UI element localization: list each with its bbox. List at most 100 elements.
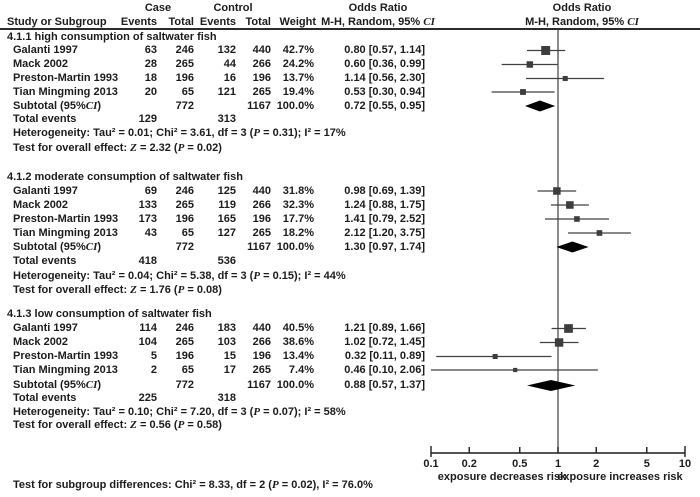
or-point-square bbox=[541, 46, 551, 55]
weight-value: 42.7% bbox=[282, 44, 314, 56]
control-total-column-header: Total bbox=[245, 16, 271, 28]
or-ci-text: 1.14 [0.56, 2.30] bbox=[344, 72, 425, 84]
control-total-value: 265 bbox=[252, 85, 271, 98]
control-total-value: 266 bbox=[252, 336, 271, 348]
or-ci-text: 0.98 [0.69, 1.39] bbox=[344, 184, 425, 197]
x-axis-tick-label: 5 bbox=[644, 458, 650, 470]
weight-value: 18.2% bbox=[282, 226, 314, 239]
overall-effect-text: Test for overall effect: Z = 0.56 (P = 0… bbox=[13, 419, 222, 431]
case-total-value: 246 bbox=[175, 44, 194, 56]
weight-value: 13.4% bbox=[282, 350, 314, 362]
case-events-value: 114 bbox=[139, 322, 157, 334]
total-events-control: 313 bbox=[217, 112, 236, 125]
control-events-value: 121 bbox=[217, 85, 236, 98]
case-total-value: 265 bbox=[175, 336, 194, 348]
subtotal-weight: 100.0% bbox=[276, 99, 314, 112]
case-total-column-header: Total bbox=[168, 16, 194, 28]
control-group-header: Control bbox=[213, 2, 253, 14]
weight-value: 32.3% bbox=[282, 198, 314, 211]
subtotal-weight: 100.0% bbox=[276, 240, 314, 253]
or-point-square bbox=[554, 338, 564, 347]
total-events-case: 129 bbox=[138, 112, 157, 125]
axis-right-direction-label: exposure increases risk bbox=[557, 471, 683, 483]
weight-value: 13.7% bbox=[282, 72, 314, 84]
x-axis-tick-label: 1 bbox=[555, 458, 561, 470]
weight-value: 17.7% bbox=[282, 212, 314, 225]
subgroup-differences-text: Test for subgroup differences: Chi² = 8.… bbox=[13, 478, 373, 491]
control-total-value: 440 bbox=[252, 322, 271, 334]
forest-plot-canvas: 0.1 0.2 0.5 1 2 5 10 exposure decreases riskexp… bbox=[423, 30, 691, 483]
control-events-value: 127 bbox=[217, 226, 236, 239]
weight-value: 24.2% bbox=[282, 58, 314, 70]
control-events-value: 125 bbox=[217, 184, 236, 197]
case-total-value: 196 bbox=[175, 350, 194, 362]
study-name: Mack 2002 bbox=[13, 58, 69, 70]
weight-value: 31.8% bbox=[282, 184, 314, 197]
control-events-value: 15 bbox=[223, 350, 236, 362]
subtotal-diamond bbox=[525, 100, 556, 112]
x-axis-tick-label: 0.1 bbox=[423, 458, 438, 470]
study-name: Preston-Martin 1993 bbox=[13, 72, 119, 84]
weight-value: 38.6% bbox=[282, 336, 314, 348]
or-point-square bbox=[553, 187, 561, 195]
or-point-square bbox=[526, 61, 534, 68]
case-group-header: Case bbox=[144, 2, 172, 14]
control-total-value: 265 bbox=[252, 226, 271, 239]
control-events-column-header: Events bbox=[199, 16, 236, 28]
case-events-column-header: Events bbox=[120, 16, 157, 28]
control-total-value: 266 bbox=[252, 198, 271, 211]
total-events-label: Total events bbox=[13, 255, 77, 267]
study-name: Galanti 1997 bbox=[13, 44, 78, 56]
total-events-label: Total events bbox=[13, 112, 77, 125]
control-total-value: 196 bbox=[252, 212, 271, 225]
control-total-value: 265 bbox=[252, 363, 271, 376]
or-point-square bbox=[564, 324, 573, 333]
odds-ratio-header-right: Odds Ratio bbox=[552, 2, 612, 14]
or-ci-text: 0.53 [0.30, 0.94] bbox=[344, 85, 425, 98]
case-total-value: 196 bbox=[175, 72, 194, 84]
case-events-value: 133 bbox=[138, 198, 157, 211]
or-point-square bbox=[562, 75, 568, 82]
weight-column-header: Weight bbox=[279, 16, 316, 28]
control-events-value: 103 bbox=[217, 336, 236, 348]
case-events-value: 43 bbox=[144, 226, 157, 239]
axis-left-direction-label: exposure decreases risk bbox=[438, 471, 567, 483]
or-ci-text: 0.60 [0.36, 0.99] bbox=[344, 58, 425, 70]
x-axis-tick-label: 0.2 bbox=[462, 458, 477, 470]
or-point-square bbox=[520, 89, 526, 95]
subgroup-title: 4.1.1 high consumption of saltwater fish bbox=[7, 30, 217, 43]
or-point-square bbox=[566, 201, 574, 209]
case-total-value: 65 bbox=[181, 226, 194, 239]
control-total-value: 196 bbox=[252, 350, 271, 362]
case-events-value: 69 bbox=[144, 184, 157, 197]
case-events-value: 104 bbox=[138, 336, 157, 348]
subtotal-control-total: 1167 bbox=[247, 379, 271, 391]
control-total-value: 196 bbox=[252, 72, 271, 84]
case-total-value: 246 bbox=[175, 184, 194, 197]
case-total-value: 65 bbox=[181, 85, 194, 98]
or-ci-text: 1.02 [0.72, 1.45] bbox=[344, 336, 425, 348]
subtotal-label: Subtotal (95%CI) bbox=[13, 379, 102, 391]
case-total-value: 196 bbox=[175, 212, 194, 225]
total-events-case: 225 bbox=[138, 392, 157, 404]
subtotal-diamond bbox=[556, 241, 589, 253]
subtotal-case-total: 772 bbox=[175, 99, 194, 112]
total-events-label: Total events bbox=[13, 392, 77, 404]
control-total-value: 440 bbox=[252, 184, 271, 197]
weight-value: 40.5% bbox=[282, 322, 314, 334]
or-ci-text: 1.21 [0.89, 1.66] bbox=[344, 322, 425, 334]
case-events-value: 5 bbox=[150, 350, 157, 362]
study-name: Tian Mingming 2013 bbox=[13, 226, 118, 239]
control-events-value: 132 bbox=[217, 44, 236, 56]
subgroup-title: 4.1.2 moderate consumption of saltwater … bbox=[7, 170, 243, 183]
or-point-square bbox=[492, 353, 498, 360]
weight-value: 7.4% bbox=[288, 363, 314, 376]
or-ci-text: 0.32 [0.11, 0.89] bbox=[344, 350, 425, 362]
or-ci-text: 0.46 [0.10, 2.06] bbox=[344, 363, 425, 376]
study-name: Mack 2002 bbox=[13, 198, 69, 211]
case-total-value: 246 bbox=[175, 322, 194, 334]
case-events-value: 2 bbox=[150, 363, 157, 376]
control-total-value: 266 bbox=[252, 58, 271, 70]
total-events-case: 418 bbox=[138, 255, 157, 267]
